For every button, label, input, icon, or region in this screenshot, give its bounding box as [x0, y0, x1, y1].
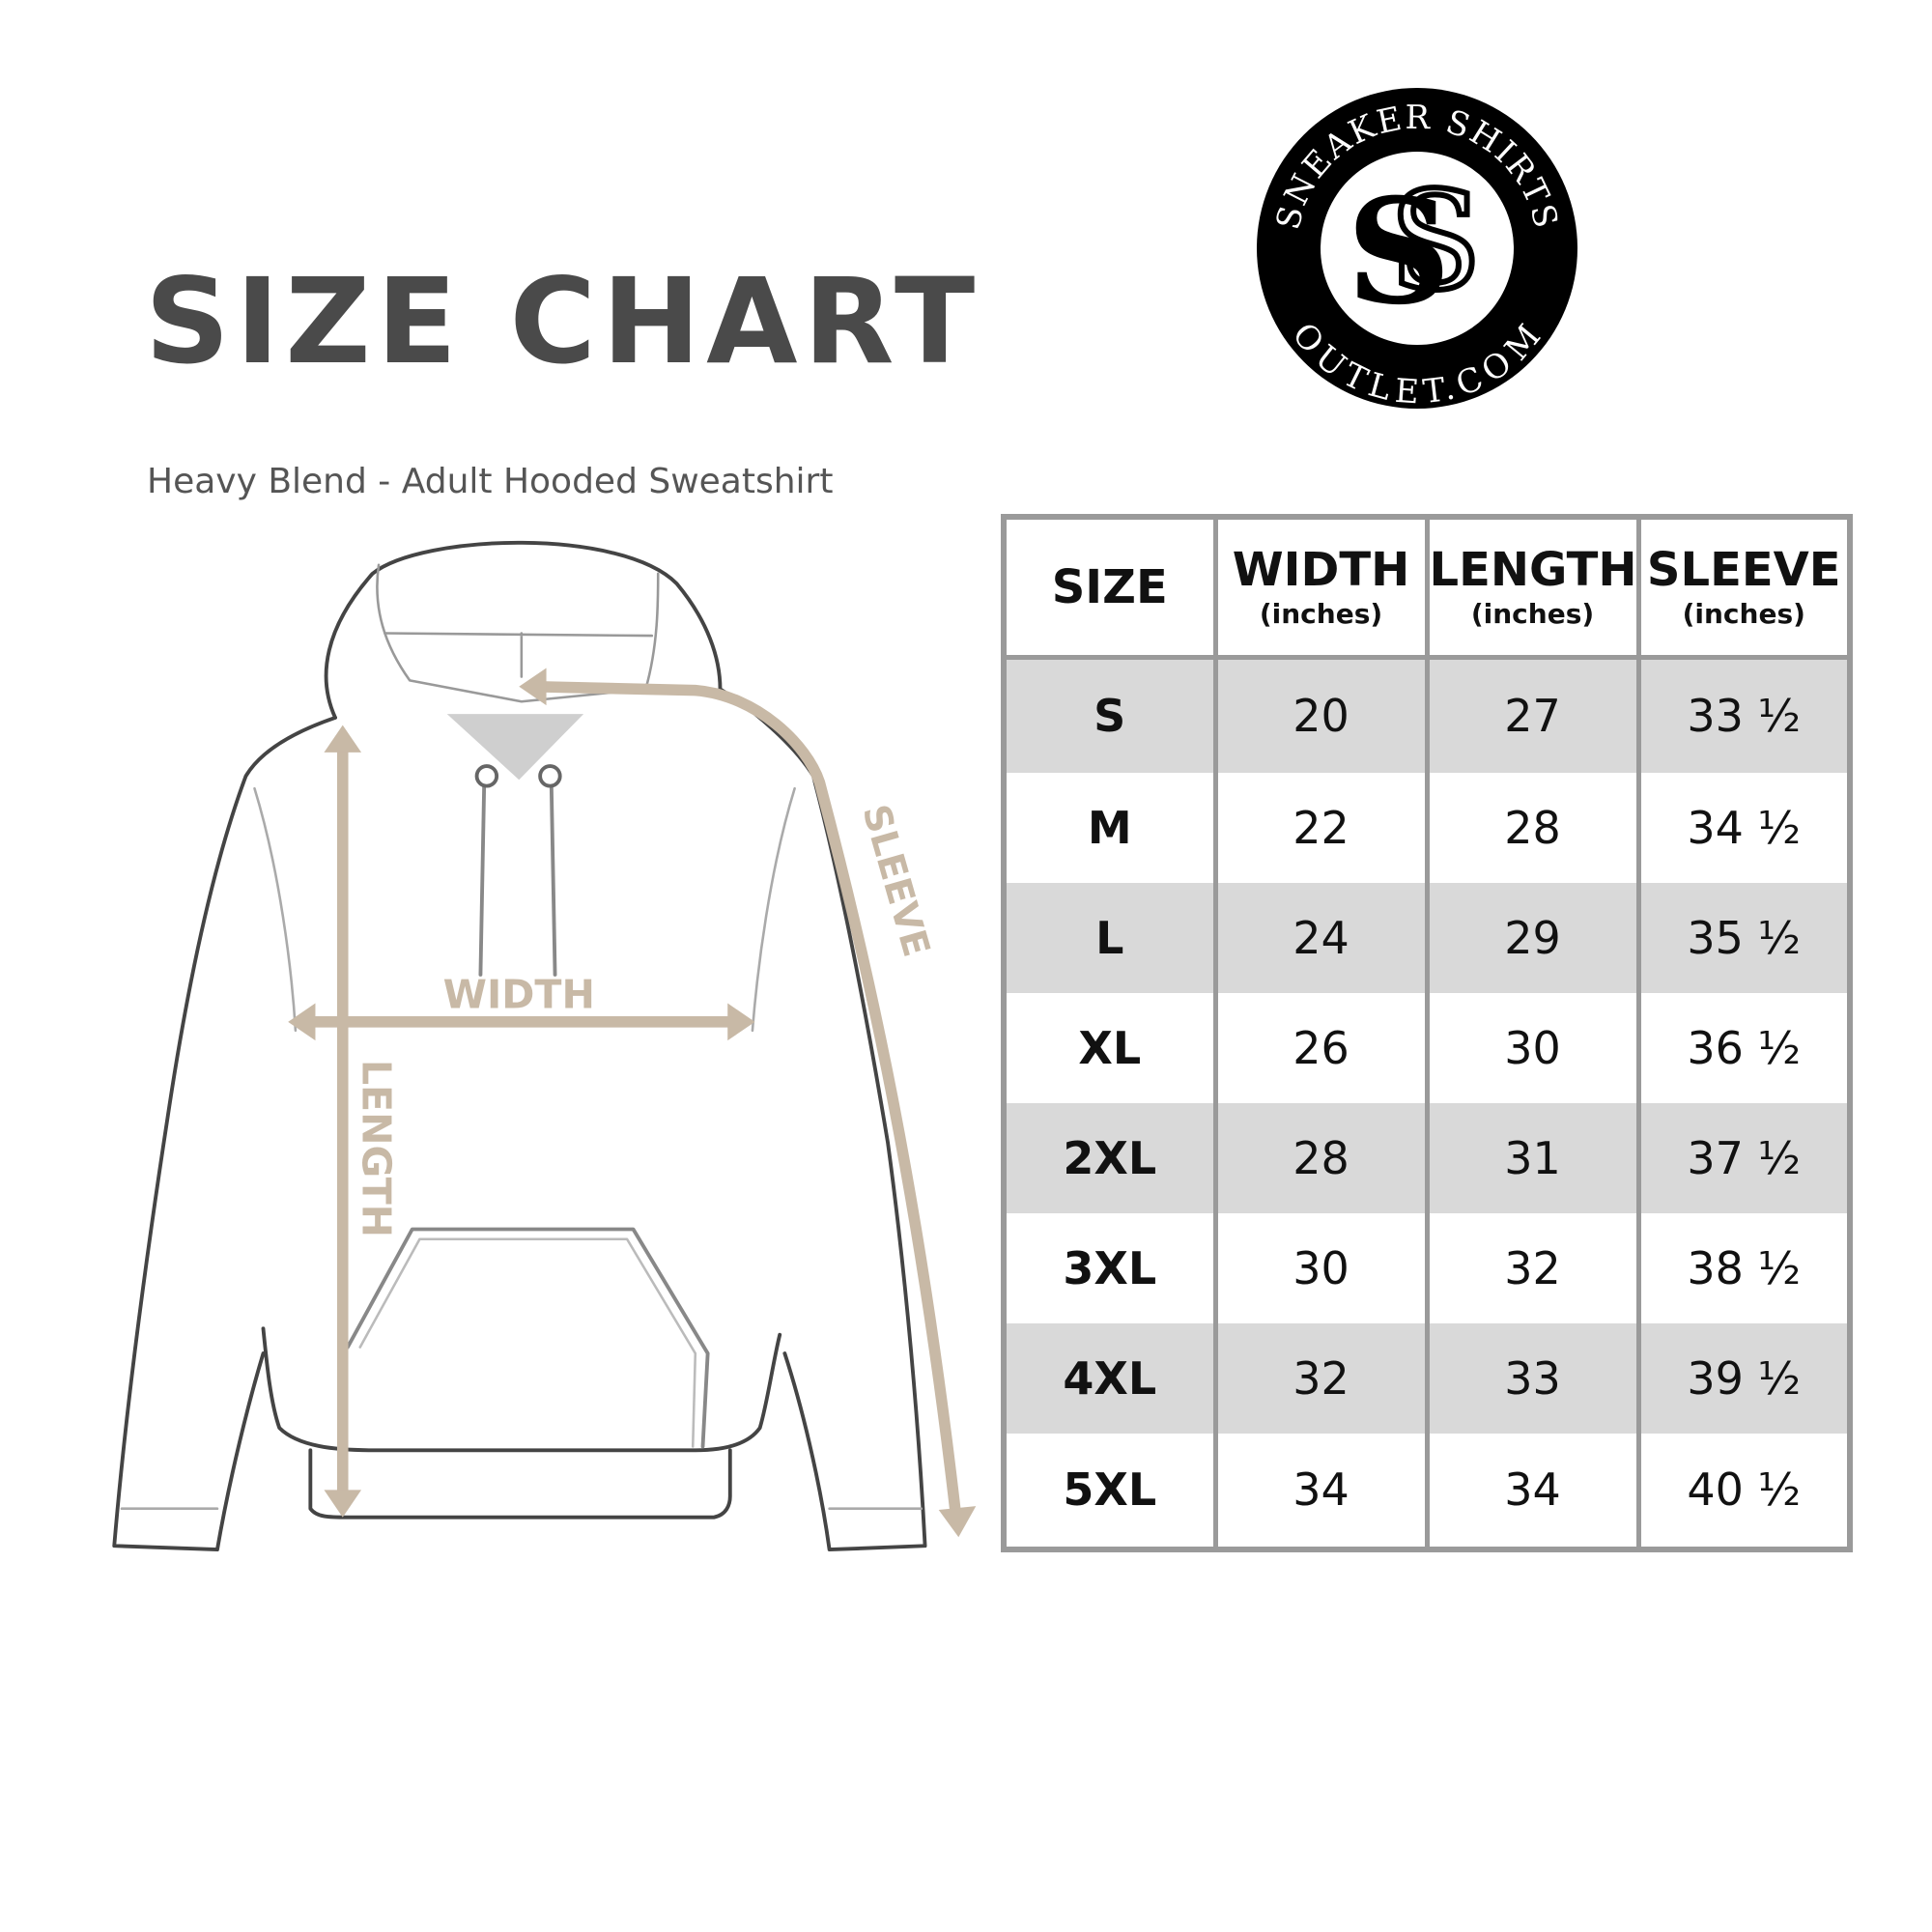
- size-cell: 4XL: [1001, 1322, 1218, 1434]
- measurement-cell: 32: [1212, 1322, 1430, 1434]
- measurement-cell: 34: [1212, 1433, 1430, 1549]
- page-title: SIZE CHART: [145, 253, 981, 390]
- body-left: [112, 716, 337, 1552]
- width-label: WIDTH: [443, 972, 595, 1018]
- measurement-cell: 33 ½: [1635, 657, 1853, 773]
- measurement-cell: 22: [1212, 772, 1430, 883]
- sleeve-arrow: [530, 681, 962, 1523]
- length-label: LENGTH: [353, 1060, 399, 1237]
- sleeve-label: SLEEVE: [853, 800, 938, 961]
- column-header-width: WIDTH (inches): [1212, 514, 1430, 660]
- measurement-cell: 39 ½: [1635, 1322, 1853, 1434]
- measurement-cell: 24: [1212, 882, 1430, 993]
- svg-text:S: S: [1347, 167, 1451, 337]
- table-row: 4XL 32 33 39 ½: [1001, 1322, 1853, 1434]
- pocket: [345, 1227, 710, 1449]
- drawstring-right: [549, 778, 557, 977]
- size-cell: L: [1001, 882, 1218, 993]
- measurement-cell: 32: [1424, 1212, 1641, 1323]
- measurement-cell: 36 ½: [1635, 992, 1853, 1103]
- measurement-cell: 30: [1212, 1212, 1430, 1323]
- measurement-cell: 28: [1424, 772, 1641, 883]
- measurement-cell: 28: [1212, 1102, 1430, 1213]
- size-cell: M: [1001, 772, 1218, 883]
- size-cell: 3XL: [1001, 1212, 1218, 1323]
- hood-outline: [324, 540, 723, 720]
- measurement-cell: 31: [1424, 1102, 1641, 1213]
- column-header-unit: (inches): [1259, 598, 1383, 630]
- size-cell: XL: [1001, 992, 1218, 1103]
- product-subtitle: Heavy Blend - Adult Hooded Sweatshirt: [147, 462, 834, 501]
- table-row: 3XL 30 32 38 ½: [1001, 1212, 1853, 1323]
- table-row: M 22 28 34 ½: [1001, 772, 1853, 883]
- column-header-unit: (inches): [1682, 598, 1805, 630]
- size-table: SIZE WIDTH (inches) LENGTH (inches) SLEEVE (in…: [1001, 514, 1853, 1552]
- measurement-cell: 35 ½: [1635, 882, 1853, 993]
- measurement-cell: 38 ½: [1635, 1212, 1853, 1323]
- measurement-cell: 33: [1424, 1322, 1641, 1434]
- measurement-cell: 34: [1424, 1433, 1641, 1549]
- table-row: XL 26 30 36 ½: [1001, 992, 1853, 1103]
- column-header-label: LENGTH: [1429, 543, 1637, 597]
- table-row: 5XL 34 34 40 ½: [1001, 1433, 1853, 1549]
- column-header-length: LENGTH (inches): [1424, 514, 1641, 660]
- svg-text:S: S: [1389, 163, 1482, 321]
- neck-panel: [446, 714, 584, 781]
- measurement-cell: 26: [1212, 992, 1430, 1103]
- measurement-cell: 30: [1424, 992, 1641, 1103]
- measurement-cell: 29: [1424, 882, 1641, 993]
- column-header-label: SLEEVE: [1646, 543, 1841, 597]
- measurement-cell: 27: [1424, 657, 1641, 773]
- column-header-sleeve: SLEEVE (inches): [1635, 514, 1853, 660]
- measurement-cell: 40 ½: [1635, 1433, 1853, 1549]
- column-header-unit: (inches): [1470, 598, 1595, 630]
- column-header-size: SIZE: [1001, 514, 1218, 660]
- measurement-cell: 34 ½: [1635, 772, 1853, 883]
- brand-logo: SNEAKER SHIRTS OUTLET.COM S S: [1257, 88, 1577, 412]
- size-cell: 5XL: [1001, 1433, 1218, 1549]
- measurement-cell: 20: [1212, 657, 1430, 773]
- measurement-cell: 37 ½: [1635, 1102, 1853, 1213]
- table-row: S 20 27 33 ½: [1001, 657, 1853, 773]
- size-cell: S: [1001, 657, 1218, 773]
- table-row: 2XL 28 31 37 ½: [1001, 1102, 1853, 1213]
- column-header-label: SIZE: [1051, 560, 1168, 614]
- waistband: [308, 1448, 732, 1520]
- column-header-label: WIDTH: [1232, 543, 1410, 597]
- hood-inner: [376, 563, 660, 703]
- table-row: L 24 29 35 ½: [1001, 882, 1853, 993]
- size-cell: 2XL: [1001, 1102, 1218, 1213]
- drawstring-left: [478, 778, 487, 977]
